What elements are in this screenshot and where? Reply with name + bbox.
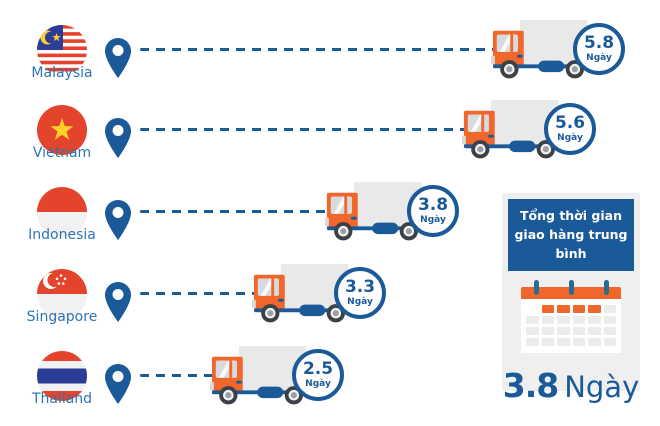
summary-title: Tổng thời gian giao hàng trung bình <box>508 199 634 272</box>
location-pin-icon <box>105 38 131 78</box>
duration-value: 3.8 <box>417 195 449 215</box>
route-dash-line <box>140 374 214 377</box>
country-label: Thailand <box>31 391 93 407</box>
flag-vietnam-icon <box>37 105 87 155</box>
country-label: Indonesia <box>28 227 96 243</box>
duration-badge: 5.6 Ngày <box>544 103 596 155</box>
country-label: Vietnam <box>32 145 92 161</box>
summary-unit: Ngày <box>564 370 640 405</box>
duration-badge: 3.8 Ngày <box>407 185 459 237</box>
location-pin-icon <box>105 364 131 404</box>
route-dash-line <box>140 210 329 213</box>
route-dash-line <box>140 48 495 51</box>
duration-badge: 3.3 Ngày <box>334 267 386 319</box>
route-dash-line <box>140 292 256 295</box>
duration-badge: 5.8 Ngày <box>573 23 625 75</box>
duration-unit: Ngày <box>557 133 583 143</box>
summary-value-row: 3.8 Ngày <box>502 366 640 405</box>
duration-value: 3.3 <box>344 277 376 297</box>
location-pin-icon <box>105 282 131 322</box>
flag-thailand-icon <box>37 351 87 401</box>
duration-unit: Ngày <box>305 379 331 389</box>
duration-value: 5.8 <box>583 33 615 53</box>
duration-badge: 2.5 Ngày <box>292 349 344 401</box>
duration-value: 2.5 <box>302 359 334 379</box>
country-label: Malaysia <box>31 65 93 81</box>
duration-unit: Ngày <box>586 53 612 63</box>
country-label: Singapore <box>26 309 98 325</box>
summary-value: 3.8 <box>502 366 559 406</box>
summary-panel: Tổng thời gian giao hàng trung bình 3.8 N… <box>502 193 640 405</box>
duration-unit: Ngày <box>347 297 373 307</box>
duration-value: 5.6 <box>554 113 586 133</box>
calendar-icon <box>521 280 621 354</box>
duration-unit: Ngày <box>420 215 446 225</box>
route-dash-line <box>140 128 466 131</box>
location-pin-icon <box>105 118 131 158</box>
location-pin-icon <box>105 200 131 240</box>
